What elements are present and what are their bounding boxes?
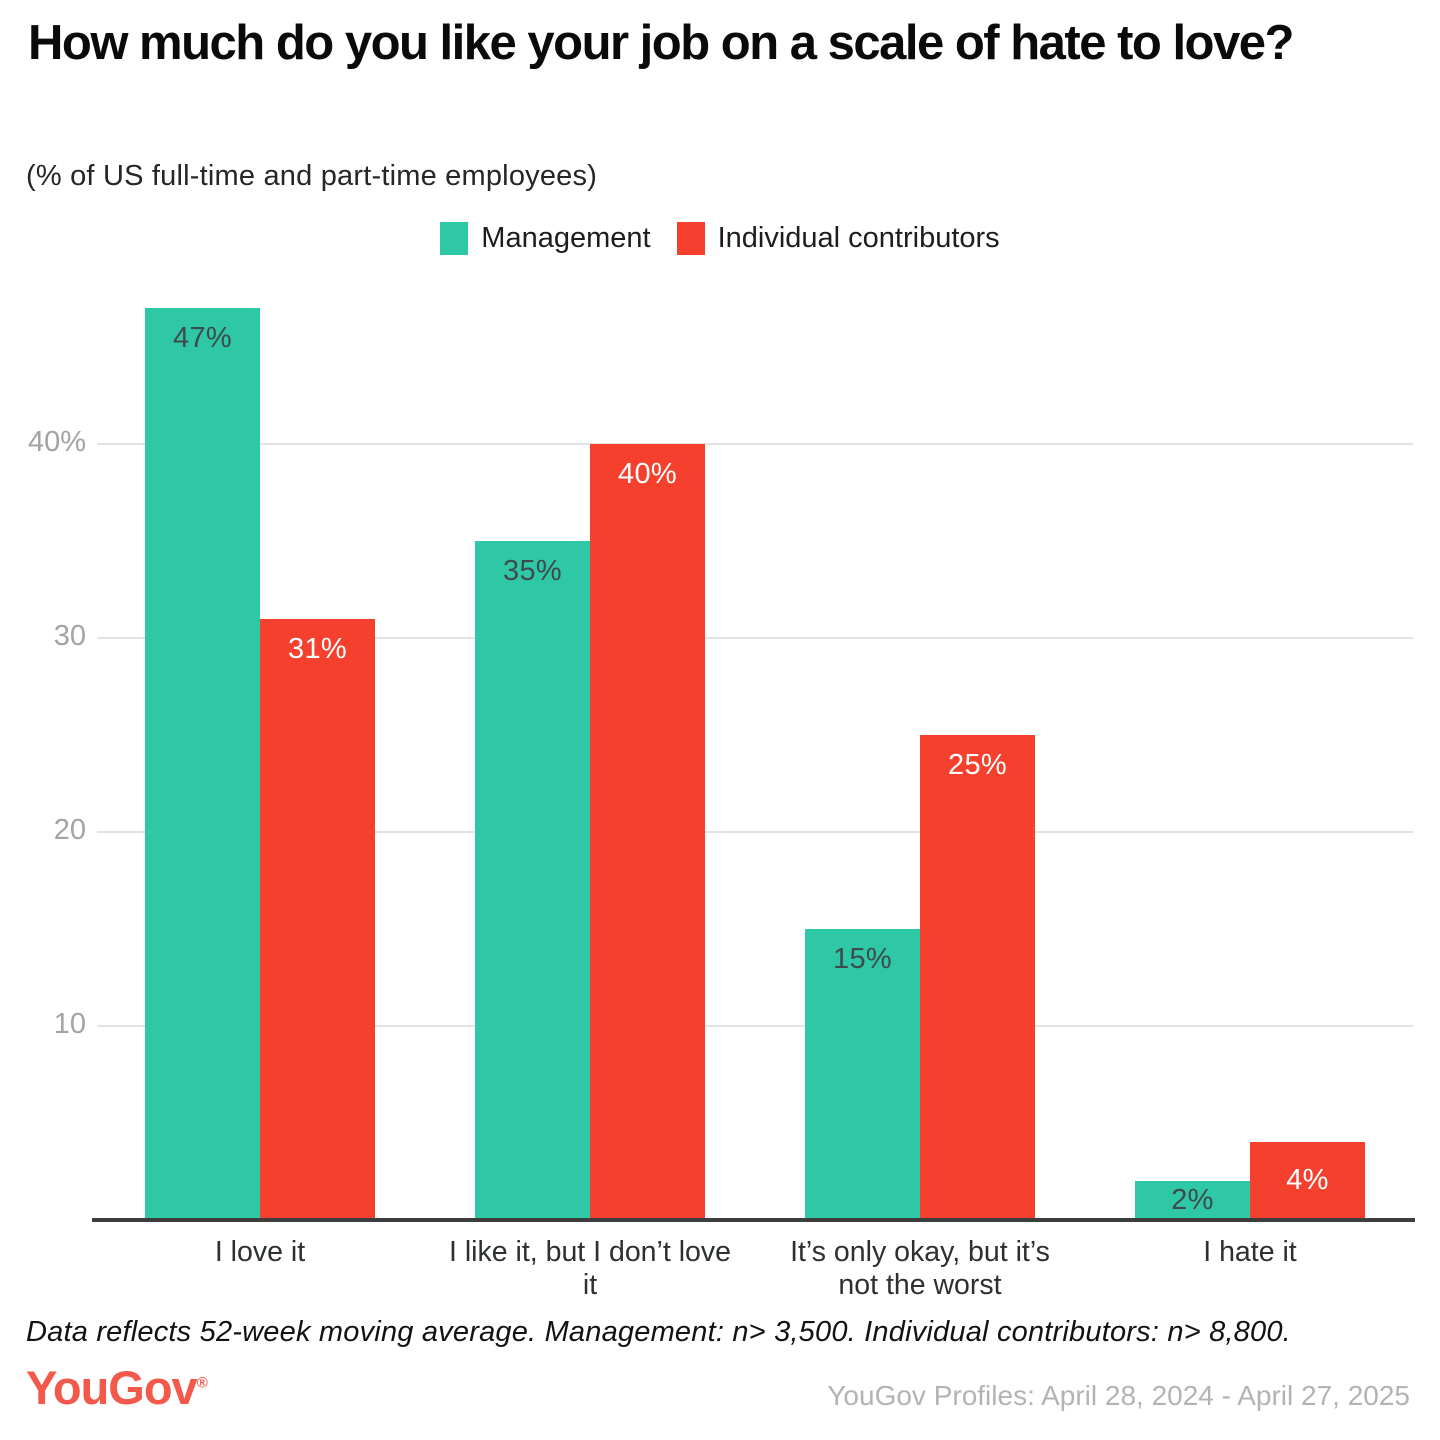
legend-item-individual-contributors: Individual contributors: [676, 222, 1000, 255]
legend-label: Individual contributors: [717, 222, 1000, 254]
y-gridline: [97, 831, 1413, 833]
bar-individual-contributors-2: [920, 735, 1035, 1220]
bar-individual-contributors-3: [1250, 1142, 1365, 1220]
bar-management-0: [145, 308, 260, 1220]
bar-management-2: [805, 929, 920, 1220]
bar-value-label: 47%: [173, 322, 232, 355]
y-axis-tick-label: 10: [53, 1008, 86, 1040]
bar-value-label: 31%: [288, 632, 347, 665]
y-gridline: [97, 637, 1413, 639]
bar-value-label: 40%: [618, 458, 677, 490]
individual-contributors-swatch-icon: [676, 222, 705, 255]
bar-value-label: 25%: [948, 749, 1007, 781]
bar-value-label: 15%: [833, 943, 892, 975]
y-gridline: [97, 443, 1413, 445]
bar-individual-contributors-1: [590, 444, 705, 1220]
methodology-note: Data reflects 52-week moving average. Ma…: [26, 1316, 1291, 1348]
yougov-logo: YouGov®: [26, 1361, 208, 1414]
x-axis-category-label: I love it: [214, 1236, 306, 1268]
x-axis-line: [92, 1218, 1415, 1222]
source-attribution: YouGov Profiles: April 28, 2024 - April …: [827, 1380, 1410, 1411]
bar-individual-contributors-0: [260, 618, 375, 1220]
chart-subtitle: (% of US full-time and part-time employe…: [26, 160, 598, 192]
bar-value-label: 4%: [1286, 1164, 1329, 1197]
registered-trademark-icon: ®: [196, 1374, 208, 1392]
x-axis-category-label: I like it, but I don’t love it: [449, 1236, 731, 1302]
legend-label: Management: [481, 222, 651, 254]
y-gridline: [97, 1025, 1413, 1027]
management-swatch-icon: [440, 222, 469, 255]
y-axis-tick-label: 40%: [27, 426, 86, 458]
page-title: How much do you like your job on a scale…: [28, 16, 1294, 70]
bar-value-label: 2%: [1171, 1183, 1214, 1216]
bar-management-1: [475, 541, 590, 1220]
legend-item-management: Management: [440, 222, 651, 255]
y-axis-tick-label: 20: [53, 814, 86, 846]
bar-value-label: 35%: [503, 555, 562, 587]
x-axis-category-label: I hate it: [1203, 1236, 1297, 1268]
x-axis-category-label: It’s only okay, but it’s not the worst: [790, 1236, 1050, 1302]
bar-management-3: [1135, 1181, 1250, 1220]
y-axis-tick-label: 30: [53, 620, 86, 652]
chart-legend: Management Individual contributors: [0, 222, 1440, 255]
